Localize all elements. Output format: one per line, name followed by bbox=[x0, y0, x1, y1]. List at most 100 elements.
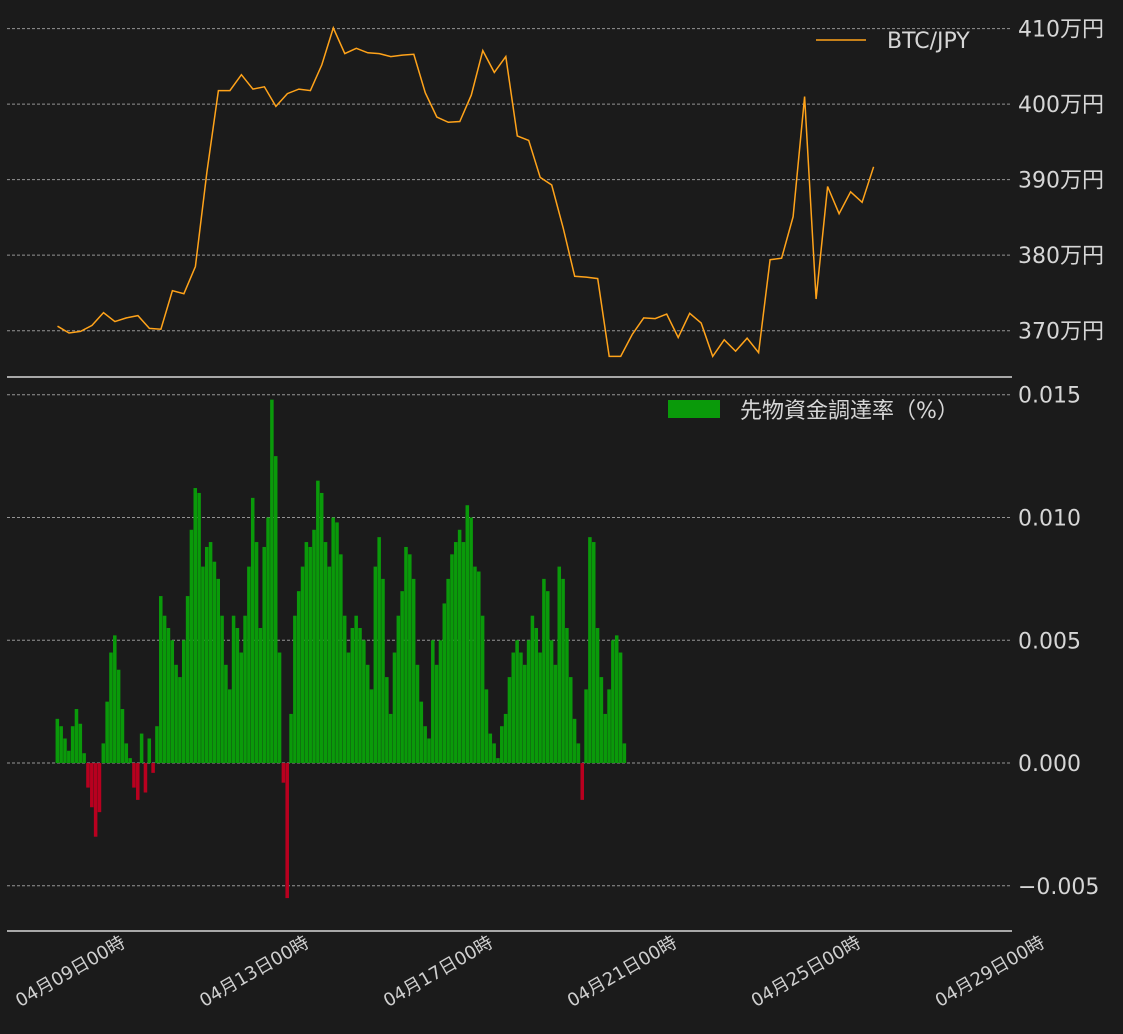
funding-bar bbox=[254, 542, 259, 764]
funding-legend-label: 先物資金調達率（%） bbox=[740, 399, 959, 424]
price-y-tick-label: 410万円 bbox=[1018, 18, 1104, 43]
funding-bar bbox=[78, 723, 83, 764]
price-y-tick-label: 370万円 bbox=[1018, 320, 1104, 345]
funding-bar bbox=[595, 627, 600, 764]
funding-bar bbox=[331, 517, 335, 764]
funding-bar bbox=[519, 652, 523, 764]
funding-bar bbox=[59, 726, 63, 764]
funding-bar bbox=[151, 763, 155, 773]
funding-bar bbox=[415, 664, 420, 764]
funding-bar bbox=[549, 640, 554, 764]
funding-bar bbox=[266, 517, 270, 764]
funding-bar bbox=[113, 635, 117, 764]
funding-bar bbox=[285, 763, 289, 899]
funding-bar bbox=[557, 566, 562, 764]
funding-bar bbox=[258, 627, 263, 764]
funding-bar bbox=[116, 669, 121, 764]
funding-bar bbox=[189, 529, 194, 764]
funding-bar bbox=[128, 758, 132, 764]
funding-bar bbox=[82, 753, 86, 764]
funding-bar bbox=[120, 709, 125, 764]
funding-bar bbox=[362, 640, 366, 764]
funding-bar bbox=[576, 743, 581, 764]
funding-bar bbox=[346, 652, 351, 764]
funding-bar bbox=[434, 664, 439, 764]
funding-bar bbox=[327, 566, 332, 764]
funding-bar bbox=[408, 554, 412, 764]
funding-bar bbox=[339, 554, 343, 764]
funding-bar bbox=[427, 738, 431, 764]
funding-bar bbox=[323, 542, 328, 764]
funding-bar bbox=[511, 652, 516, 764]
funding-bar bbox=[523, 664, 527, 764]
funding-bar bbox=[369, 689, 374, 764]
funding-bar bbox=[400, 591, 404, 764]
funding-bar bbox=[561, 578, 565, 764]
funding-bar bbox=[507, 677, 512, 764]
funding-bar bbox=[473, 566, 477, 764]
funding-bar bbox=[105, 701, 109, 764]
funding-bar bbox=[358, 627, 362, 764]
funding-bar bbox=[584, 689, 588, 764]
funding-bar bbox=[381, 578, 385, 764]
funding-bar bbox=[599, 677, 604, 764]
funding-y-axis: −0.005 0.000 0.005 0.010 0.015 bbox=[1018, 384, 1099, 900]
funding-bar bbox=[247, 566, 251, 764]
funding-bar bbox=[159, 596, 163, 764]
funding-bar bbox=[591, 542, 596, 764]
funding-y-tick-label: 0.010 bbox=[1018, 507, 1081, 532]
funding-bar bbox=[350, 627, 355, 764]
funding-bar bbox=[431, 640, 435, 764]
funding-bar bbox=[204, 546, 209, 764]
funding-bar bbox=[438, 640, 443, 764]
funding-bar bbox=[212, 561, 217, 764]
funding-bar bbox=[143, 763, 148, 793]
funding-bar bbox=[411, 578, 416, 764]
funding-bar bbox=[446, 578, 450, 764]
funding-bar bbox=[124, 743, 129, 764]
funding-y-tick-label: −0.005 bbox=[1018, 875, 1099, 900]
funding-bar bbox=[603, 713, 607, 764]
funding-bar bbox=[572, 718, 577, 764]
funding-bar bbox=[614, 635, 619, 764]
funding-panel: −0.005 0.000 0.005 0.010 0.015 先物資金調達率（%） bbox=[7, 384, 1099, 932]
funding-bar bbox=[224, 664, 228, 764]
funding-legend-swatch bbox=[668, 400, 720, 418]
funding-bar bbox=[373, 566, 378, 764]
funding-bar bbox=[404, 546, 408, 764]
funding-bar bbox=[86, 763, 90, 788]
funding-bar bbox=[109, 652, 113, 764]
funding-y-tick-label: 0.000 bbox=[1018, 752, 1081, 777]
price-y-tick-label: 390万円 bbox=[1018, 169, 1104, 194]
funding-bar bbox=[611, 640, 615, 764]
funding-bar bbox=[607, 689, 611, 764]
funding-bar bbox=[312, 529, 316, 764]
funding-bar bbox=[67, 750, 71, 764]
funding-bar bbox=[293, 615, 297, 764]
funding-bar bbox=[250, 497, 255, 764]
funding-bar bbox=[178, 677, 182, 764]
price-legend: BTC/JPY bbox=[816, 29, 970, 54]
funding-bar bbox=[216, 578, 221, 764]
funding-y-tick-label: 0.015 bbox=[1018, 384, 1081, 409]
funding-bar bbox=[239, 652, 243, 764]
funding-bar bbox=[618, 652, 623, 764]
funding-bar bbox=[545, 591, 550, 764]
price-y-tick-label: 400万円 bbox=[1018, 93, 1104, 118]
funding-bar bbox=[457, 529, 462, 764]
funding-bar bbox=[174, 664, 178, 764]
funding-bar bbox=[101, 743, 106, 764]
funding-bar bbox=[553, 664, 558, 764]
funding-bar bbox=[201, 566, 205, 764]
funding-bar bbox=[419, 701, 424, 764]
funding-bar bbox=[193, 488, 198, 764]
funding-legend: 先物資金調達率（%） bbox=[668, 399, 959, 424]
funding-bar bbox=[308, 546, 312, 764]
funding-bar bbox=[388, 713, 393, 764]
funding-bar bbox=[515, 640, 519, 764]
funding-bar bbox=[270, 399, 274, 764]
funding-bar bbox=[208, 542, 213, 764]
funding-bar bbox=[90, 763, 94, 808]
price-gridlines bbox=[7, 28, 1012, 332]
